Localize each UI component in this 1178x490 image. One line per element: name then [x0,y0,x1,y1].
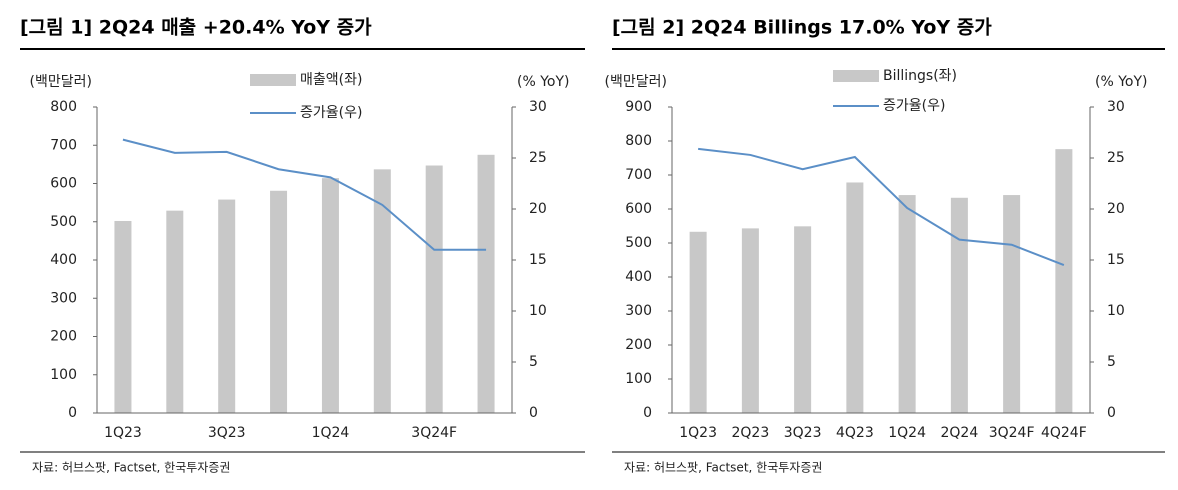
x-tick-label: 3Q24F [989,425,1035,441]
y-tick-label: 500 [50,214,77,230]
x-tick-label: 3Q23 [784,425,822,441]
bar [898,195,916,413]
y2-tick-label: 20 [529,201,547,217]
y2-tick-label: 30 [529,99,547,115]
y2-tick-label: 5 [529,354,538,370]
legend-label: Billings(좌) [883,68,957,84]
x-tick-label: 4Q23 [836,425,874,441]
y-tick-label: 0 [643,405,652,421]
y-tick-label: 400 [50,252,77,268]
y2-tick-label: 25 [529,150,547,166]
x-tick-label: 2Q23 [732,425,770,441]
y-tick-label: 100 [625,371,652,387]
legend-label: 증가율(우) [300,105,362,121]
x-tick-label: 1Q24 [312,425,350,441]
y-tick-label: 0 [68,405,77,421]
y2-axis-label: (% YoY) [517,74,570,90]
y-tick-label: 200 [625,337,652,353]
bar [321,178,339,413]
x-tick-label: 1Q23 [104,425,142,441]
y2-tick-label: 5 [1107,354,1116,370]
legend-label: 매출액(좌) [300,72,362,88]
line [698,147,1065,267]
bar [794,226,812,413]
x-tick-label: 2Q24 [941,425,979,441]
y-tick-label: 800 [625,133,652,149]
x-tick-label: 3Q24F [411,425,457,441]
bar [689,231,707,413]
x-tick-label: 1Q24 [888,425,926,441]
y2-tick-label: 0 [1107,405,1116,421]
y-tick-label: 600 [50,176,77,192]
source: 자료: 허브스팟, Factset, 한국투자증권 [624,461,822,475]
x-tick-label: 3Q23 [208,425,246,441]
y-tick-label: 300 [50,290,77,306]
line [122,138,487,251]
bar [373,169,391,413]
y-tick-label: 200 [50,329,77,345]
y-tick-label: 500 [625,235,652,251]
bar [1055,149,1073,413]
bar [270,190,288,413]
bar [425,165,443,413]
y2-tick-label: 30 [1107,99,1125,115]
y-tick-label: 600 [625,201,652,217]
y-tick-label: 900 [625,99,652,115]
y2-tick-label: 25 [1107,150,1125,166]
legend-swatch [250,74,296,86]
y-tick-label: 100 [50,367,77,383]
y2-tick-label: 15 [529,252,547,268]
y2-tick-label: 0 [529,405,538,421]
y-tick-label: 800 [50,99,77,115]
y-tick-label: 300 [625,303,652,319]
y-axis-label: (백만달러) [605,74,667,90]
y2-tick-label: 10 [1107,303,1125,319]
bar [166,210,184,413]
y-axis-label: (백만달러) [30,74,92,90]
legend-label: 증가율(우) [883,98,945,114]
bar [1003,195,1021,413]
x-tick-label: 4Q24F [1041,425,1087,441]
bar [950,197,968,413]
chart-title: [그림 2] 2Q24 Billings 17.0% YoY 증가 [612,17,992,39]
chart-title: [그림 1] 2Q24 매출 +20.4% YoY 증가 [20,17,372,39]
bar [477,154,495,413]
bar [218,199,236,413]
y-tick-label: 400 [625,269,652,285]
bar [741,228,759,413]
y2-tick-label: 15 [1107,252,1125,268]
y-tick-label: 700 [50,137,77,153]
x-tick-label: 1Q23 [679,425,717,441]
y-tick-label: 700 [625,167,652,183]
y2-tick-label: 20 [1107,201,1125,217]
legend-swatch [833,70,879,82]
source: 자료: 허브스팟, Factset, 한국투자증권 [32,461,230,475]
bar [114,220,132,413]
y2-tick-label: 10 [529,303,547,319]
bar [846,182,864,413]
y2-axis-label: (% YoY) [1095,74,1148,90]
